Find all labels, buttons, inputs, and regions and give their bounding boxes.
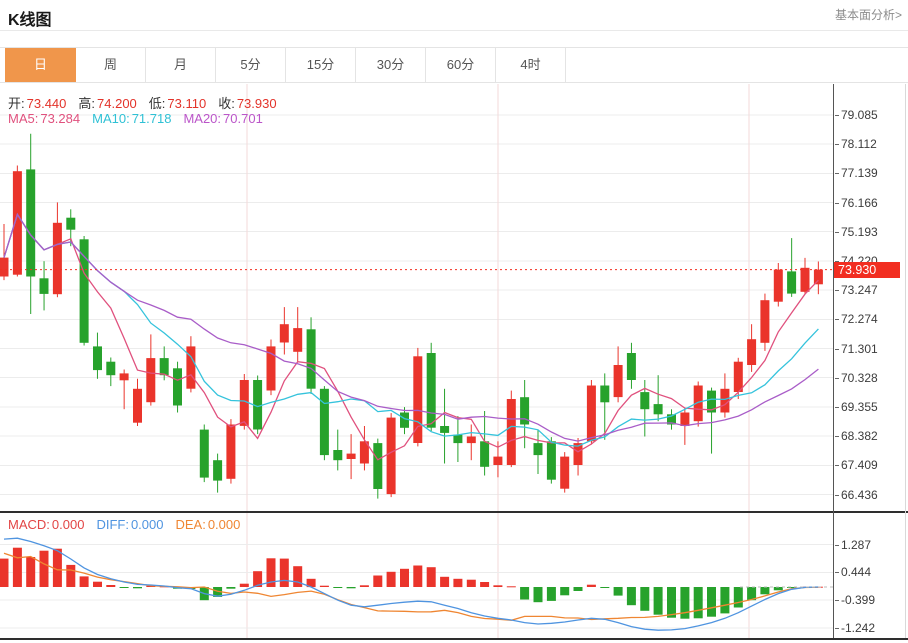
price-tick-label: 69.355: [835, 399, 905, 415]
price-tick-label: 72.274: [835, 311, 905, 327]
legend-label: 高:: [78, 96, 96, 111]
macd-tick-label: 1.287: [835, 537, 905, 553]
legend-value: 73.440: [26, 96, 67, 111]
price-tick-label: 76.166: [835, 195, 905, 211]
tab-4时[interactable]: 4时: [496, 48, 566, 82]
tab-60分[interactable]: 60分: [426, 48, 496, 82]
tab-周[interactable]: 周: [76, 48, 146, 82]
tab-5分[interactable]: 5分: [216, 48, 286, 82]
interval-tabs: 日周月 5分 15分 30分 60分 4时: [0, 47, 908, 83]
candlestick-chart[interactable]: [0, 84, 833, 511]
legend-label: MA20:: [183, 111, 222, 126]
price-tick-label: 75.193: [835, 224, 905, 240]
tab-月[interactable]: 月: [146, 48, 216, 82]
header-divider: [0, 30, 908, 31]
macd-tick-label: 0.444: [835, 564, 905, 580]
price-tick-label: 79.085: [835, 107, 905, 123]
page-title: K线图: [8, 12, 52, 29]
price-tick-label: 70.328: [835, 370, 905, 386]
legend-value: 71.718: [131, 111, 172, 126]
macd-chart[interactable]: [0, 513, 833, 638]
legend-value: 0.000: [130, 517, 164, 532]
legend-value: 73.284: [40, 111, 81, 126]
price-axis-line: [833, 84, 834, 638]
legend-value: 0.000: [207, 517, 241, 532]
legend-label: MA10:: [92, 111, 130, 126]
legend-value: 0.000: [51, 517, 85, 532]
price-tick-label: 67.409: [835, 457, 905, 473]
price-tick-label: 73.247: [835, 282, 905, 298]
price-tick-label: 71.301: [835, 341, 905, 357]
legend-label: 收:: [218, 96, 235, 111]
legend-label: DIFF:: [96, 517, 129, 532]
macd-tick-label: -1.242: [835, 620, 905, 636]
ohlc-legend: 开: 73.440 高: 74.200 低: 73.110 收: 73.930: [8, 93, 289, 112]
macd-tick-label: -0.399: [835, 592, 905, 608]
ma-legend: MA5: 73.284 MA10: 71.718 MA20: 70.701: [8, 111, 275, 126]
legend-label: MACD:: [8, 517, 50, 532]
legend-value: 73.110: [167, 96, 207, 111]
panel-separator: [0, 511, 908, 513]
current-price-marker: 73.930: [834, 262, 900, 278]
legend-label: DEA:: [175, 517, 206, 532]
chart-right-border: [905, 84, 906, 638]
legend-value: 73.930: [236, 96, 277, 111]
price-tick-label: 66.436: [835, 487, 905, 503]
fundamental-analysis-link[interactable]: 基本面分析>: [834, 8, 902, 22]
tab-15分[interactable]: 15分: [286, 48, 356, 82]
legend-label: MA5:: [8, 111, 39, 126]
legend-value: 74.200: [97, 96, 137, 111]
price-tick-label: 77.139: [835, 165, 905, 181]
legend-value: 70.701: [223, 111, 263, 126]
tab-30分[interactable]: 30分: [356, 48, 426, 82]
chart-bottom-border: [0, 638, 908, 640]
legend-label: 低:: [148, 96, 166, 111]
price-tick-label: 68.382: [835, 428, 905, 444]
legend-label: 开:: [8, 96, 25, 111]
price-tick-label: 78.112: [835, 136, 905, 152]
tab-日[interactable]: 日: [5, 48, 76, 82]
macd-legend: MACD: 0.000 DIFF: 0.000 DEA: 0.000: [8, 517, 252, 532]
